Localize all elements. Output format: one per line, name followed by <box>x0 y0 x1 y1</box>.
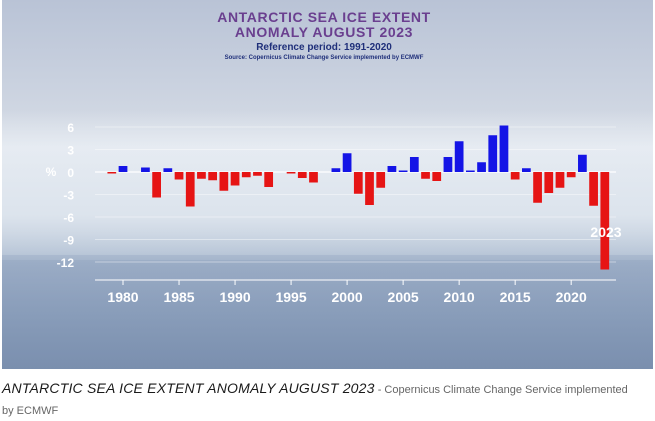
bar-1979 <box>107 172 117 174</box>
bar-2021 <box>578 154 587 172</box>
bar-1987 <box>197 172 206 179</box>
bar-2010 <box>454 141 464 172</box>
chart-source: Source: Copernicus Climate Change Servic… <box>225 55 424 61</box>
y-tick-label: -3 <box>63 189 74 203</box>
bar-2016 <box>521 168 531 172</box>
figure-caption: ANTARCTIC SEA ICE EXTENT ANOMALY AUGUST … <box>2 378 642 421</box>
bar-2017 <box>533 172 542 203</box>
x-tick-label: 1985 <box>163 289 194 305</box>
bar-2000 <box>342 153 352 172</box>
axes: 6 3 0 -3 -6 -9 -12 1980 1985 1990 1995 2000 2005 2010… <box>57 121 616 305</box>
bar-1980 <box>118 166 128 172</box>
bar-2005 <box>398 170 408 172</box>
bar-2011 <box>465 170 475 172</box>
caption-title: ANTARCTIC SEA ICE EXTENT ANOMALY AUGUST … <box>2 380 375 396</box>
bar-1988 <box>208 172 218 181</box>
y-tick-label: 3 <box>67 144 74 158</box>
bar-2020 <box>566 172 576 178</box>
y-tick-label: -9 <box>63 234 74 248</box>
x-tick-label: 2015 <box>500 289 531 305</box>
y-tick-label: -12 <box>57 256 75 270</box>
chart-canvas: ANTARCTIC SEA ICE EXTENT ANOMALY AUGUST … <box>46 9 622 305</box>
bar-1993 <box>264 172 274 187</box>
x-tick-label: 1980 <box>107 289 138 305</box>
chart-title-line-2: ANOMALY AUGUST 2023 <box>235 24 413 40</box>
bar-2007 <box>421 172 430 179</box>
bar-1991 <box>241 172 251 178</box>
bar-1990 <box>230 172 240 186</box>
chart-title-line-1: ANTARCTIC SEA ICE EXTENT <box>217 9 431 25</box>
x-tick-label: 2020 <box>556 289 587 305</box>
bar-1989 <box>219 172 229 191</box>
bar-2022 <box>589 172 598 206</box>
chart-figure: ANTARCTIC SEA ICE EXTENT ANOMALY AUGUST … <box>2 0 653 369</box>
bar-2009 <box>443 157 453 172</box>
bar-1984 <box>163 168 173 172</box>
y-tick-label: -6 <box>63 211 74 225</box>
water-background <box>2 255 653 369</box>
chart-subtitle: Reference period: 1991-2020 <box>256 42 392 53</box>
caption-credit: Copernicus Climate Change Service implem… <box>2 384 628 417</box>
y-tick-label: 6 <box>67 121 74 135</box>
annotation-2023: 2023 <box>590 224 621 240</box>
bar-2018 <box>544 172 554 193</box>
bar-1983 <box>152 172 161 198</box>
x-tick-label: 2000 <box>332 289 363 305</box>
bar-1986 <box>185 172 195 207</box>
bar-1999 <box>331 168 341 172</box>
bar-2008 <box>432 172 442 181</box>
bar-2012 <box>477 162 486 172</box>
bar-2002 <box>365 172 374 205</box>
bar-1995 <box>286 172 296 174</box>
bar-2004 <box>387 166 397 172</box>
y-axis-label: % <box>46 165 57 179</box>
bar-2013 <box>488 135 498 172</box>
bar-1982 <box>141 167 150 172</box>
x-tick-label: 1995 <box>275 289 306 305</box>
x-tick-label: 2010 <box>444 289 475 305</box>
bar-2014 <box>499 125 509 172</box>
y-tick-label: 0 <box>67 166 74 180</box>
x-tick-label: 2005 <box>388 289 419 305</box>
bar-1985 <box>174 172 184 180</box>
bar-series <box>107 125 610 270</box>
bar-1992 <box>253 172 262 176</box>
bar-1996 <box>297 172 307 178</box>
bar-2015 <box>510 172 520 180</box>
caption-separator: - <box>374 384 385 396</box>
bar-1997 <box>309 172 318 183</box>
bar-2019 <box>555 172 565 188</box>
bar-2003 <box>376 172 386 188</box>
bar-2006 <box>409 157 419 172</box>
x-tick-label: 1990 <box>219 289 250 305</box>
bar-2023 <box>600 172 610 270</box>
bar-2001 <box>353 172 363 194</box>
